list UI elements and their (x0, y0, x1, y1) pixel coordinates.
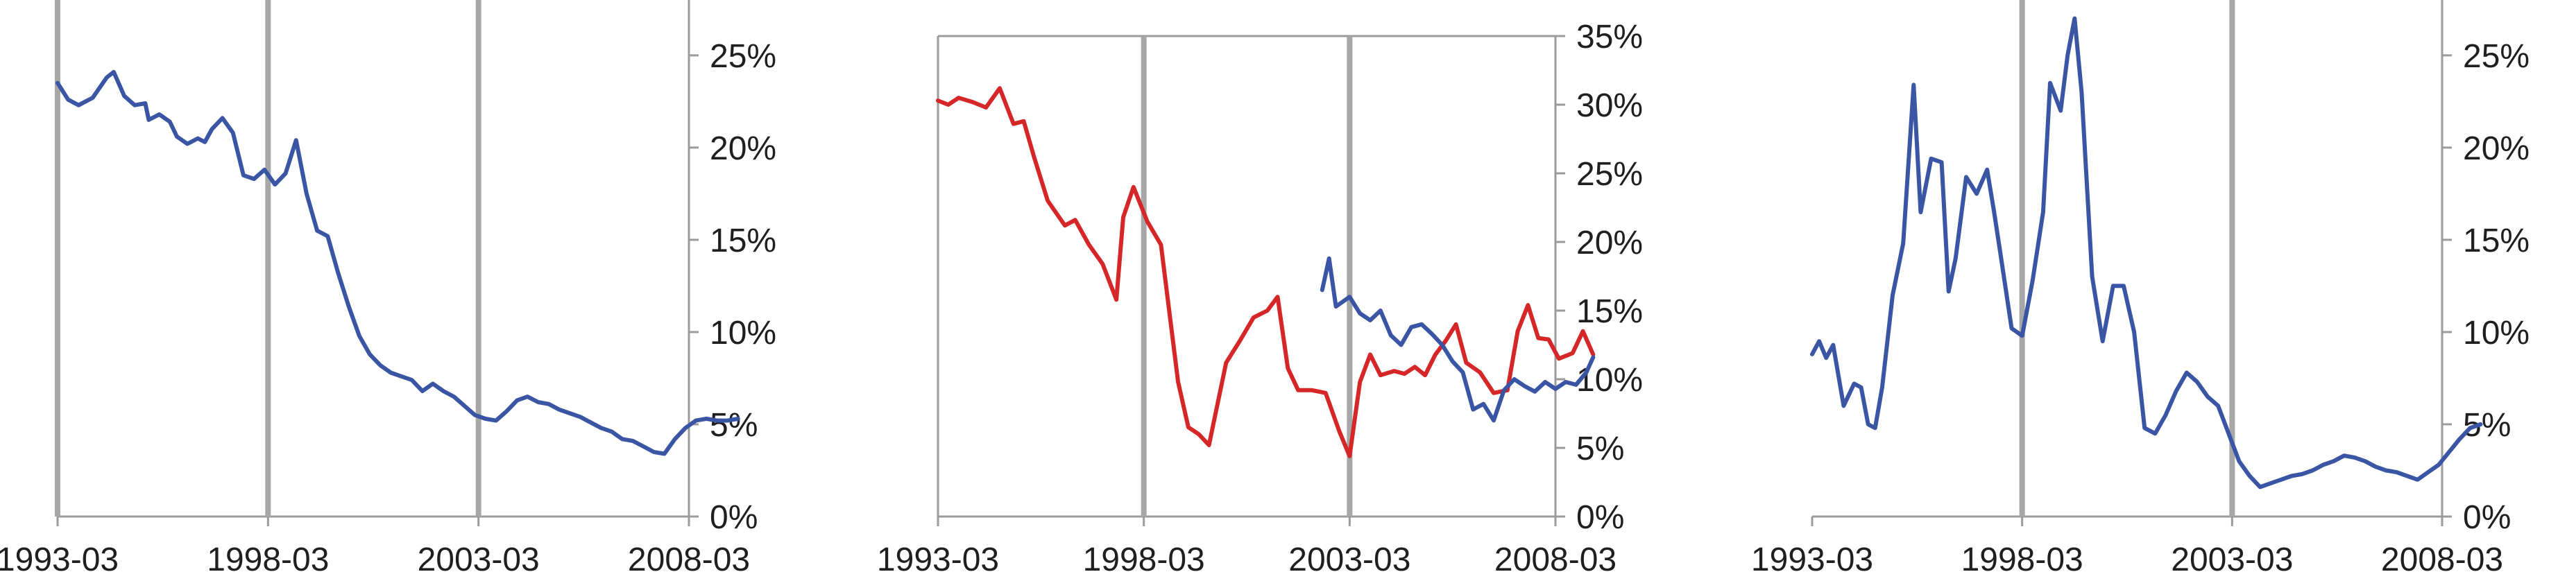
y-tick-label: 15% (2463, 223, 2530, 259)
y-tick-label: 20% (2463, 130, 2530, 167)
y-tick-label: 25% (710, 38, 776, 75)
x-tick-label: 1993-03 (877, 541, 999, 578)
y-tick-label: 10% (710, 315, 776, 352)
x-tick-label: 2008-03 (628, 541, 750, 578)
x-tick-label: 1998-03 (1961, 541, 2083, 578)
chart-panel-right: 1993-03 1998-03 2003-03 2008-03 0% 5% 10% 15% 20… (1751, 0, 2530, 578)
y-tick-label: 0% (1576, 499, 1624, 536)
series-line-1 (1320, 256, 1596, 423)
y-tick-label: 5% (2463, 407, 2511, 444)
y-tick-label: 35% (1576, 19, 1643, 55)
x-tick-label: 2008-03 (2381, 541, 2503, 578)
y-tick-label: 10% (2463, 315, 2530, 352)
y-tick-label: 20% (1576, 225, 1643, 261)
y-tick-label: 25% (2463, 38, 2530, 75)
x-tick-label: 1993-03 (0, 541, 119, 578)
x-tick-label: 2003-03 (2171, 541, 2293, 578)
series-line-0 (936, 86, 1596, 458)
y-tick-label: 5% (1576, 431, 1624, 467)
chart-panel-middle: 1993-03 1998-03 2003-03 2008-03 0% 5% 10% 15% 20… (877, 19, 1643, 578)
x-tick-label: 1993-03 (1751, 541, 1873, 578)
series-line-0 (56, 69, 740, 456)
chart-panel-left: 1993-03 1998-03 2003-03 2008-03 0% 5% 10% 15% 20… (0, 0, 776, 578)
y-tick-label: 0% (710, 499, 758, 536)
x-tick-label: 1998-03 (1083, 541, 1205, 578)
y-tick-label: 5% (710, 407, 758, 444)
series-line-0 (1810, 16, 2483, 489)
x-tick-label: 2003-03 (1288, 541, 1410, 578)
y-tick-label: 30% (1576, 87, 1643, 124)
y-tick-label: 0% (2463, 499, 2511, 536)
x-tick-label: 2008-03 (1494, 541, 1617, 578)
x-tick-label: 1998-03 (207, 541, 329, 578)
y-tick-label: 15% (710, 223, 776, 259)
x-tick-label: 2003-03 (418, 541, 540, 578)
y-tick-label: 15% (1576, 293, 1643, 330)
y-tick-label: 10% (1576, 362, 1643, 399)
y-tick-label: 25% (1576, 156, 1643, 193)
y-tick-label: 20% (710, 130, 776, 167)
